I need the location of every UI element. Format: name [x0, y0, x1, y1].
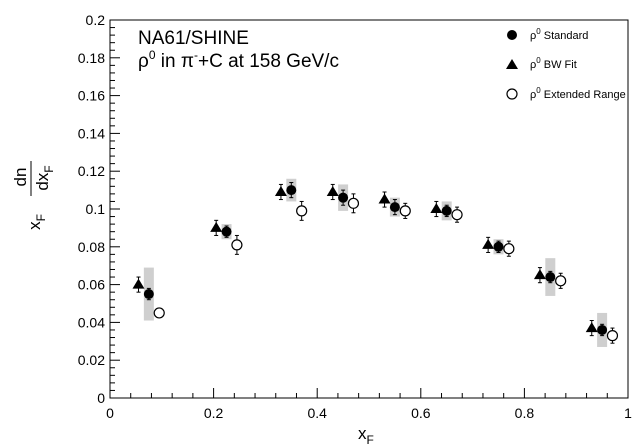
legend: ρ0 Standard ρ0 BW Fit ρ0 Extended Range	[506, 27, 626, 101]
data-point-standard	[338, 192, 349, 203]
data-point-extended-range	[231, 239, 243, 251]
axis-layer: 0 0.2 0.4 0.6 0.8 1 0 0.02 0.04 0.06 0.08 0.1 0.12 0.…	[78, 12, 632, 421]
data-point-extended-range	[296, 205, 308, 217]
y-axis-title: xF dn dxF	[11, 161, 56, 230]
legend-label-bw-fit: ρ0 BW Fit	[530, 56, 577, 71]
y-tick-label: 0.16	[78, 88, 105, 104]
legend-marker-standard	[507, 30, 517, 40]
plot-frame	[109, 19, 629, 399]
x-tick-label: 0	[106, 405, 114, 421]
x-tick-label: 0.4	[307, 405, 327, 421]
systematic-band-layer	[143, 178, 608, 347]
y-tick-label: 0	[97, 390, 105, 406]
data-point-extended-range	[503, 243, 515, 255]
data-point-bw-fit	[378, 193, 391, 204]
y-tick-label: 0.06	[78, 277, 105, 293]
legend-marker-bw-fit	[506, 59, 518, 69]
data-point-standard	[143, 289, 154, 300]
legend-label-extended-range: ρ0 Extended Range	[530, 86, 626, 101]
y-tick-label: 0.12	[78, 163, 105, 179]
error-bar-layer	[136, 182, 615, 344]
data-point-standard	[545, 272, 556, 283]
legend-label-standard: ρ0 Standard	[530, 27, 588, 42]
data-point-standard	[597, 324, 608, 335]
x-axis-title: xF	[358, 424, 374, 446]
data-point-bw-fit	[482, 238, 495, 249]
data-point-extended-range	[153, 307, 165, 319]
y-tick-label: 0.14	[78, 125, 105, 141]
x-tick-label: 0.6	[411, 405, 431, 421]
data-point-standard	[493, 241, 504, 252]
y-axis-title-numerator: dn	[11, 168, 30, 187]
data-point-extended-range	[347, 197, 360, 209]
data-point-bw-fit	[533, 269, 546, 280]
y-tick-label: 0.1	[86, 201, 106, 217]
x-tick-label: 0.8	[515, 405, 535, 421]
y-tick-label: 0.18	[78, 50, 105, 66]
chart-title-line-2: ρ0 in π-+C at 158 GeV/c	[138, 48, 339, 72]
data-point-extended-range	[399, 205, 411, 217]
x-tick-label: 0.2	[204, 405, 224, 421]
y-axis-title-denominator: dxF	[33, 165, 56, 190]
chart-title-line-1: NA61/SHINE	[138, 28, 249, 49]
y-tick-label: 0.08	[78, 239, 105, 255]
marker-layer	[132, 185, 619, 342]
data-point-bw-fit	[132, 278, 145, 289]
data-point-bw-fit	[210, 221, 223, 232]
x-tick-label: 1	[624, 405, 632, 421]
y-tick-label: 0.04	[78, 314, 105, 330]
y-tick-label: 0.2	[86, 12, 106, 28]
data-point-standard	[389, 202, 400, 213]
data-point-extended-range	[451, 209, 463, 221]
data-point-extended-range	[606, 330, 619, 342]
legend-marker-extended-range	[506, 88, 518, 100]
y-axis-title-prefix: xF	[25, 214, 48, 230]
data-point-standard	[441, 205, 452, 216]
data-point-bw-fit	[274, 185, 287, 196]
data-point-bw-fit	[326, 185, 339, 196]
data-point-bw-fit	[585, 322, 598, 333]
data-point-bw-fit	[430, 203, 443, 213]
data-point-extended-range	[555, 275, 567, 287]
data-point-standard	[221, 226, 232, 237]
data-point-standard	[286, 185, 297, 196]
y-tick-label: 0.02	[78, 352, 105, 368]
